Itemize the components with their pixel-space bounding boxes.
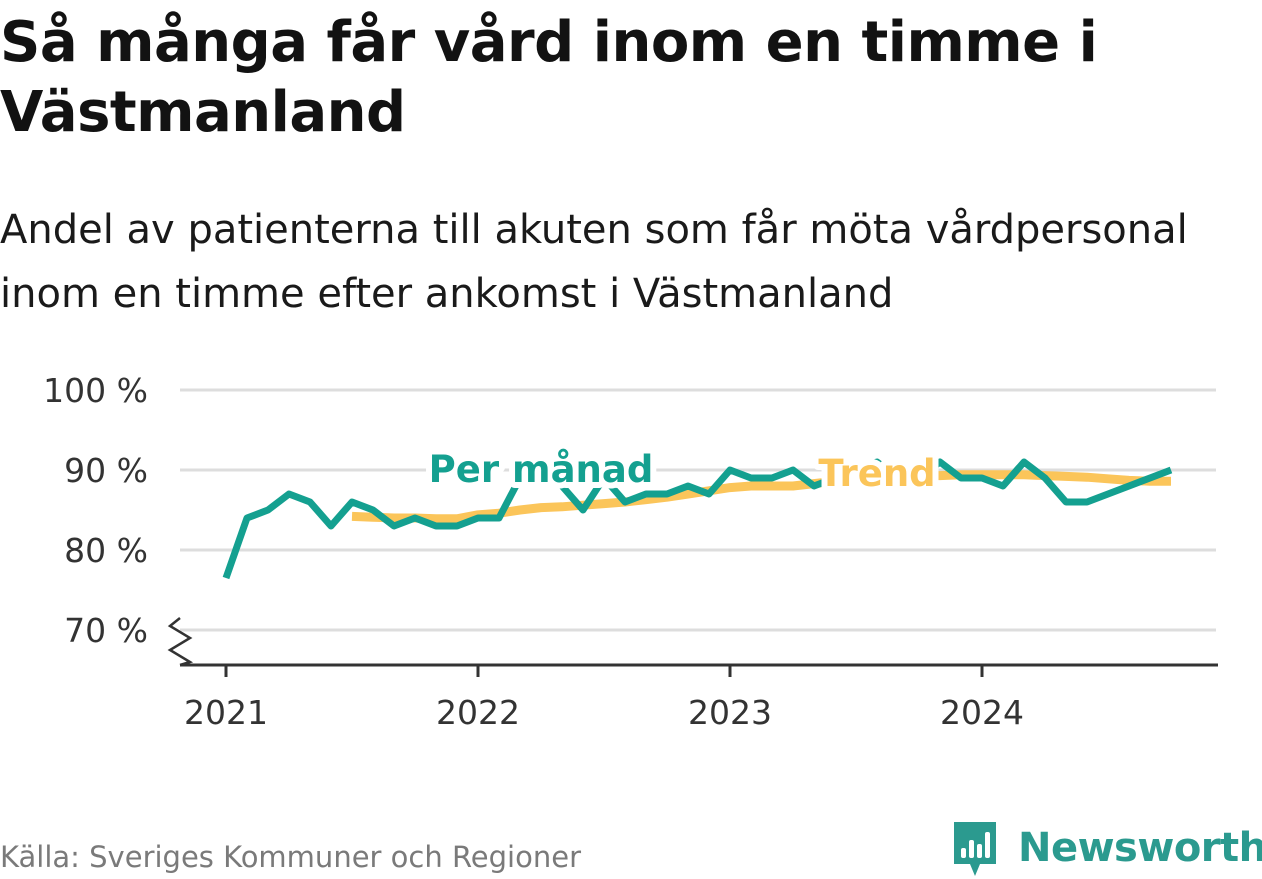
monthly-label: Per månad <box>429 448 654 491</box>
newsworthy-logo-icon <box>954 822 996 876</box>
series-annotations: Per månad Trend <box>423 442 942 501</box>
monthly-line <box>222 458 1173 580</box>
trend-line <box>351 470 1171 524</box>
x-axis-tick-labels: 2021 2022 2023 2024 <box>184 665 1024 732</box>
line-chart: 70 % 80 % 90 % 100 % 2021 2022 2023 2024 Per m… <box>43 371 1218 732</box>
x-tick-label: 2021 <box>184 693 268 732</box>
y-tick-label: 70 % <box>64 611 148 650</box>
trend-label: Trend <box>818 452 935 495</box>
axis-break-icon <box>167 617 194 667</box>
chart-subtitle: Andel av patienterna till akuten som får… <box>0 207 1188 317</box>
series-lines <box>222 458 1173 580</box>
y-tick-label: 90 % <box>64 451 148 490</box>
y-tick-label: 100 % <box>43 371 148 410</box>
x-axis <box>167 617 1218 667</box>
x-tick-label: 2024 <box>940 693 1024 732</box>
source-note: Källa: Sveriges Kommuner och Regioner <box>0 840 582 874</box>
x-tick-label: 2023 <box>688 693 772 732</box>
chart-title: Så många får vård inom en timme i Västma… <box>0 10 1098 145</box>
brand-name: Newsworthy <box>1018 825 1262 871</box>
grid-lines <box>180 388 1216 632</box>
x-tick-label: 2022 <box>436 693 520 732</box>
y-axis-tick-labels: 70 % 80 % 90 % 100 % <box>43 371 148 650</box>
brand-logo: Newsworthy <box>950 818 1262 878</box>
y-tick-label: 80 % <box>64 531 148 570</box>
